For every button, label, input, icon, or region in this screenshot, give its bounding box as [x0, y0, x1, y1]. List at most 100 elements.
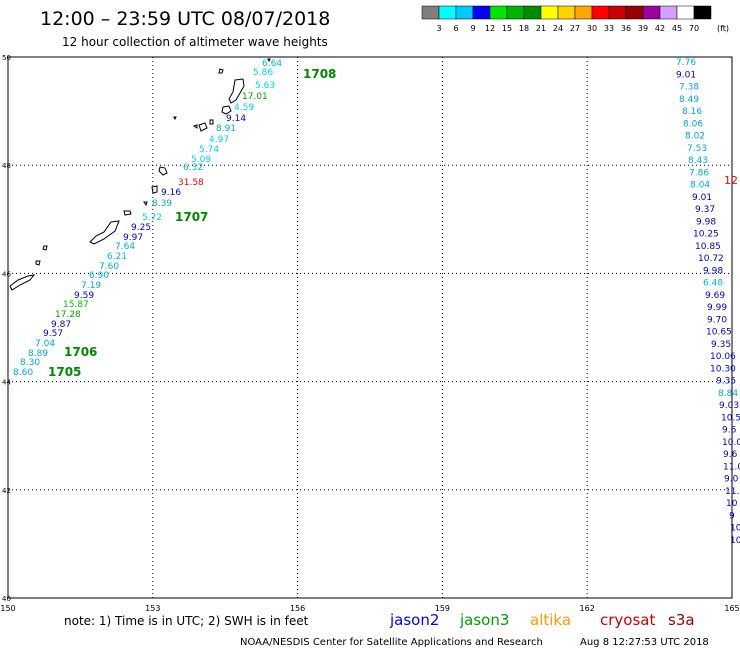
page-title: 12:00 – 23:59 UTC 08/07/2018	[40, 8, 330, 30]
wave-height-value: 7.53	[687, 144, 707, 154]
colorbar-swatch	[608, 5, 627, 20]
colorbar-tick-label: 39	[638, 24, 648, 33]
map-tick-labels: 150 153 156 159 162 165 50 48 46 44 42 40	[0, 54, 739, 613]
wave-height-value: 9.97	[123, 233, 143, 243]
colorbar-swatch	[472, 5, 491, 20]
colorbar-tick-label: 3	[436, 24, 441, 33]
page-subtitle: 12 hour collection of altimeter wave hei…	[62, 35, 328, 49]
colorbar-tick-label: 21	[536, 24, 546, 33]
wave-height-value: 10.85	[695, 242, 721, 252]
satellite-legend-item: jason3	[459, 611, 509, 629]
wave-height-value: 8.84	[718, 389, 738, 399]
wave-height-value: 5.72	[142, 213, 162, 223]
kuril-islands-coastline	[9, 58, 271, 291]
wave-height-value: 8.60	[13, 368, 33, 378]
wave-height-value: 8.16	[682, 107, 702, 117]
wave-height-value: 4.97	[209, 135, 229, 145]
wave-height-value: 9.99	[707, 303, 727, 313]
wave-height-value: 9.01	[676, 70, 696, 80]
wave-height-value: 9.6	[722, 426, 737, 436]
wave-height-value: 8.91	[216, 124, 236, 134]
map-gridlines	[8, 57, 732, 598]
footer-credit: NOAA/NESDIS Center for Satellite Applica…	[240, 637, 543, 648]
wave-height-value: 9.37	[695, 205, 715, 215]
wave-height-value: 9.0	[724, 475, 739, 485]
island-outline	[158, 166, 168, 176]
wave-height-value: 7.04	[35, 339, 55, 349]
colorbar-legend: 3 6 9 12 15 18 21 24 27 30 33 36 39 42 45 70	[421, 5, 712, 33]
wave-height-value: 7.86	[689, 168, 709, 178]
colorbar-swatch	[676, 5, 695, 20]
colorbar-swatch	[438, 5, 457, 20]
right-track-values: 7.76 9.01 7.38 8.49 8.16 8.06 8.02 7.53 8.43 7.86…	[676, 58, 740, 546]
wave-height-value: 6.64	[262, 59, 282, 69]
longitude-tick-label: 150	[0, 604, 15, 613]
longitude-tick-label: 165	[724, 604, 739, 613]
colorbar-tick-label: 27	[570, 24, 580, 33]
wave-height-value: 8.02	[685, 132, 705, 142]
colorbar-swatch	[506, 5, 525, 20]
wave-height-value: 9.35	[711, 340, 731, 350]
latitude-tick-label: 46	[2, 270, 11, 278]
wave-height-value: 17.28	[55, 310, 81, 320]
wave-height-value: 9.16	[161, 188, 181, 198]
island-outline	[151, 185, 158, 194]
colorbar-unit: (ft)	[717, 24, 729, 33]
wave-height-value: 10.30	[710, 364, 736, 374]
island-outline	[192, 124, 198, 129]
wave-height-value: 6.90	[89, 271, 109, 281]
wave-height-value: 10.65	[706, 328, 732, 338]
wave-height-value: 10	[726, 499, 738, 509]
wave-height-value: 10	[730, 524, 740, 534]
colorbar-tick-label: 9	[470, 24, 475, 33]
colorbar-tick-label: 30	[587, 24, 597, 33]
latitude-tick-label: 50	[2, 54, 11, 62]
wave-height-value: 8.49	[679, 95, 699, 105]
colorbar-tick-label: 12	[485, 24, 495, 33]
wave-height-value: 8.39	[152, 199, 172, 209]
track-time-label: 1705	[48, 365, 81, 379]
colorbar-tick-label: 33	[604, 24, 614, 33]
latitude-tick-label: 44	[2, 379, 11, 387]
wave-height-value: 5.63	[255, 81, 275, 91]
wave-height-value: 31.58	[178, 178, 204, 188]
map-frame	[7, 56, 733, 599]
latitude-tick-label: 40	[2, 595, 11, 603]
wave-height-value: 11.	[725, 487, 739, 497]
island-outline	[42, 245, 48, 251]
left-track-values: 6.645.86 5.6317.014.599.148.914.975.745.0…	[13, 59, 282, 378]
footer-note: note: 1) Time is in UTC; 2) SWH is in fe…	[64, 614, 309, 628]
longitude-tick-label: 156	[290, 604, 305, 613]
longitude-tick-label: 162	[580, 604, 595, 613]
wave-height-value: 7.60	[99, 262, 119, 272]
track-time-label: 1706	[64, 345, 97, 359]
wave-height-value: 5.86	[253, 68, 273, 78]
satellite-legend-item: s3a	[668, 611, 695, 629]
wave-height-value: 9.03	[719, 401, 739, 411]
colorbar-tick-label: 36	[621, 24, 631, 33]
island-outline	[123, 210, 132, 216]
wave-height-value: 9.87	[51, 320, 71, 330]
wave-height-value: 8.06	[683, 119, 703, 129]
wave-height-value: 9.14	[226, 114, 246, 124]
wave-height-value: 6.48	[703, 279, 723, 289]
satellite-legend-item: jason2	[389, 611, 439, 629]
wave-height-value: 9.25	[131, 223, 151, 233]
latitude-tick-label: 42	[2, 487, 11, 495]
colorbar-tick-label: 15	[502, 24, 512, 33]
colorbar-tick-label: 42	[655, 24, 665, 33]
wave-height-value: 10.72	[698, 254, 724, 264]
wave-height-value: 8.89	[28, 349, 48, 359]
wave-height-value: 7.38	[679, 83, 699, 93]
colorbar-swatch	[455, 5, 474, 20]
colorbar-swatch	[574, 5, 593, 20]
colorbar-swatch	[642, 5, 661, 20]
wave-height-value: 10.06	[710, 352, 736, 362]
longitude-tick-label: 153	[145, 604, 160, 613]
satellite-legend-item: altika	[530, 611, 571, 629]
wave-height-value: 5.09	[191, 155, 211, 165]
wave-height-value: 6.32	[183, 163, 203, 173]
wave-height-value: 17.01	[242, 92, 268, 102]
wave-height-value: 9.35	[716, 377, 736, 387]
